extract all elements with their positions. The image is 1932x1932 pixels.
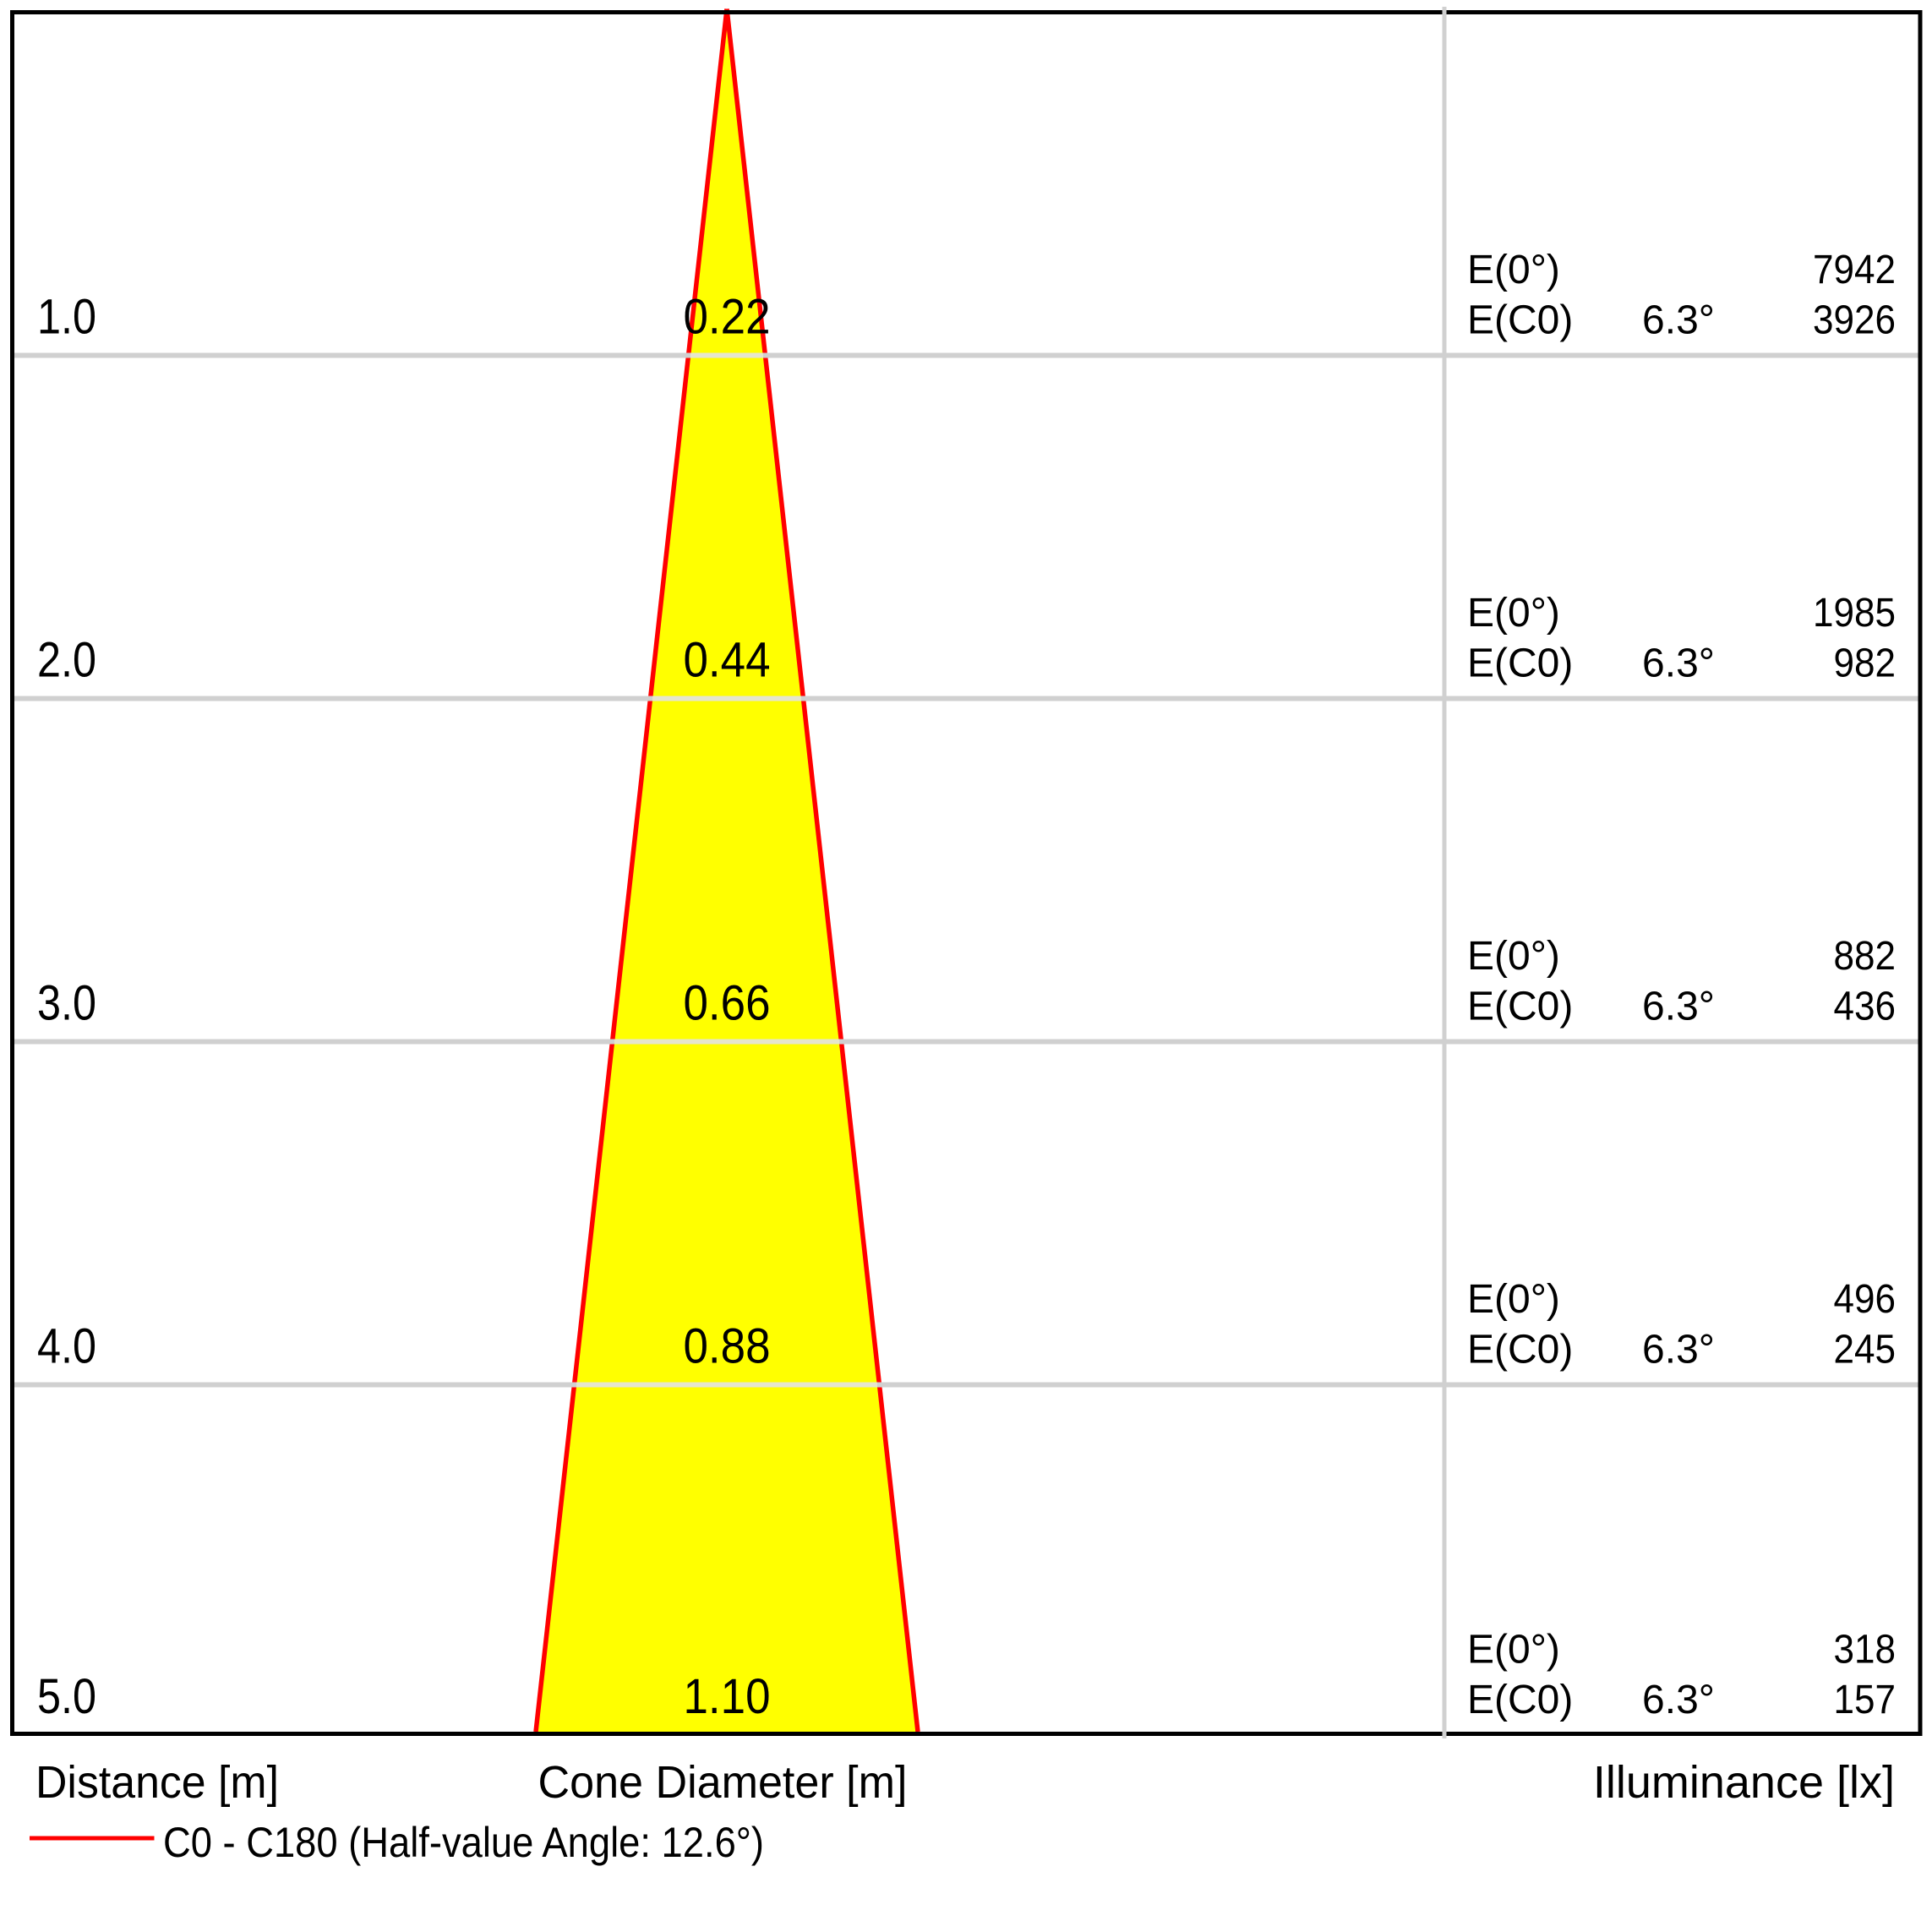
svg-text:E(0°): E(0°) [1467, 1628, 1560, 1673]
svg-text:E(C0): E(C0) [1467, 1678, 1573, 1722]
svg-text:0.88: 0.88 [684, 1319, 771, 1374]
svg-text:6.3°: 6.3° [1642, 985, 1715, 1029]
svg-text:1.10: 1.10 [684, 1669, 771, 1724]
svg-text:2.0: 2.0 [37, 633, 96, 688]
svg-text:1985: 1985 [1813, 591, 1896, 636]
svg-text:Illuminance [lx]: Illuminance [lx] [1593, 1757, 1895, 1808]
svg-text:E(C0): E(C0) [1467, 298, 1573, 343]
svg-text:E(C0): E(C0) [1467, 641, 1573, 686]
svg-text:0.44: 0.44 [684, 633, 771, 688]
svg-text:E(C0): E(C0) [1467, 1328, 1573, 1373]
svg-text:7942: 7942 [1813, 248, 1896, 292]
svg-text:982: 982 [1834, 641, 1897, 686]
svg-text:6.3°: 6.3° [1642, 298, 1715, 343]
svg-text:0.22: 0.22 [684, 290, 771, 345]
svg-text:6.3°: 6.3° [1642, 1328, 1715, 1373]
svg-text:C0 - C180 (Half-value Angle: 1: C0 - C180 (Half-value Angle: 12.6°) [163, 1819, 764, 1866]
svg-text:6.3°: 6.3° [1642, 641, 1715, 686]
svg-text:E(C0): E(C0) [1467, 985, 1573, 1029]
svg-text:157: 157 [1834, 1678, 1897, 1722]
svg-text:245: 245 [1834, 1328, 1897, 1373]
svg-text:4.0: 4.0 [37, 1319, 96, 1374]
svg-text:318: 318 [1834, 1628, 1897, 1673]
svg-text:Cone Diameter [m]: Cone Diameter [m] [538, 1757, 908, 1808]
svg-text:E(0°): E(0°) [1467, 1277, 1560, 1322]
svg-text:882: 882 [1834, 934, 1897, 979]
svg-text:Distance [m]: Distance [m] [35, 1757, 279, 1808]
svg-text:496: 496 [1834, 1277, 1897, 1322]
svg-text:1.0: 1.0 [37, 290, 96, 345]
svg-text:E(0°): E(0°) [1467, 248, 1560, 292]
svg-text:E(0°): E(0°) [1467, 934, 1560, 979]
svg-text:E(0°): E(0°) [1467, 591, 1560, 636]
svg-text:3926: 3926 [1813, 298, 1896, 343]
svg-text:436: 436 [1834, 985, 1897, 1029]
svg-text:5.0: 5.0 [37, 1669, 96, 1724]
svg-text:6.3°: 6.3° [1642, 1678, 1715, 1722]
svg-text:0.66: 0.66 [684, 976, 771, 1031]
svg-text:3.0: 3.0 [37, 976, 96, 1031]
